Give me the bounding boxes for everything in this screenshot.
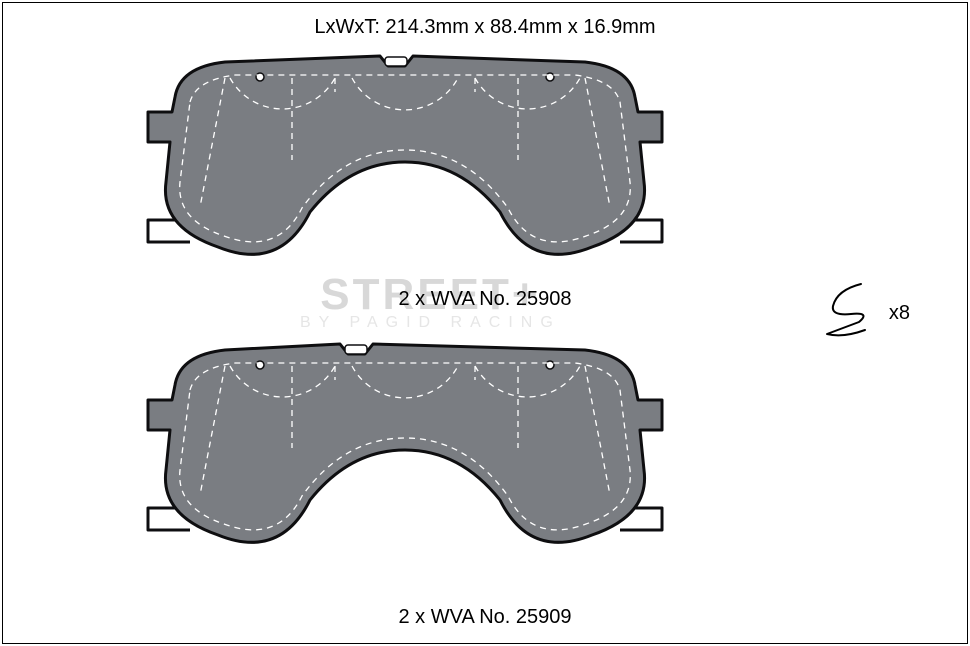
clip-count-label: x8 — [889, 302, 910, 325]
dimensions-text: LxWxT: 214.3mm x 88.4mm x 16.9mm — [0, 16, 970, 39]
brake-pad-top — [130, 42, 680, 277]
brake-pad-bottom — [130, 330, 680, 565]
brake-pad-top-svg — [130, 42, 680, 277]
spring-clip-icon — [819, 280, 877, 346]
pad-bottom-label: 2 x WVA No. 25909 — [0, 606, 970, 629]
clip-hardware: x8 — [819, 280, 910, 346]
brake-pad-bottom-svg — [130, 330, 680, 565]
